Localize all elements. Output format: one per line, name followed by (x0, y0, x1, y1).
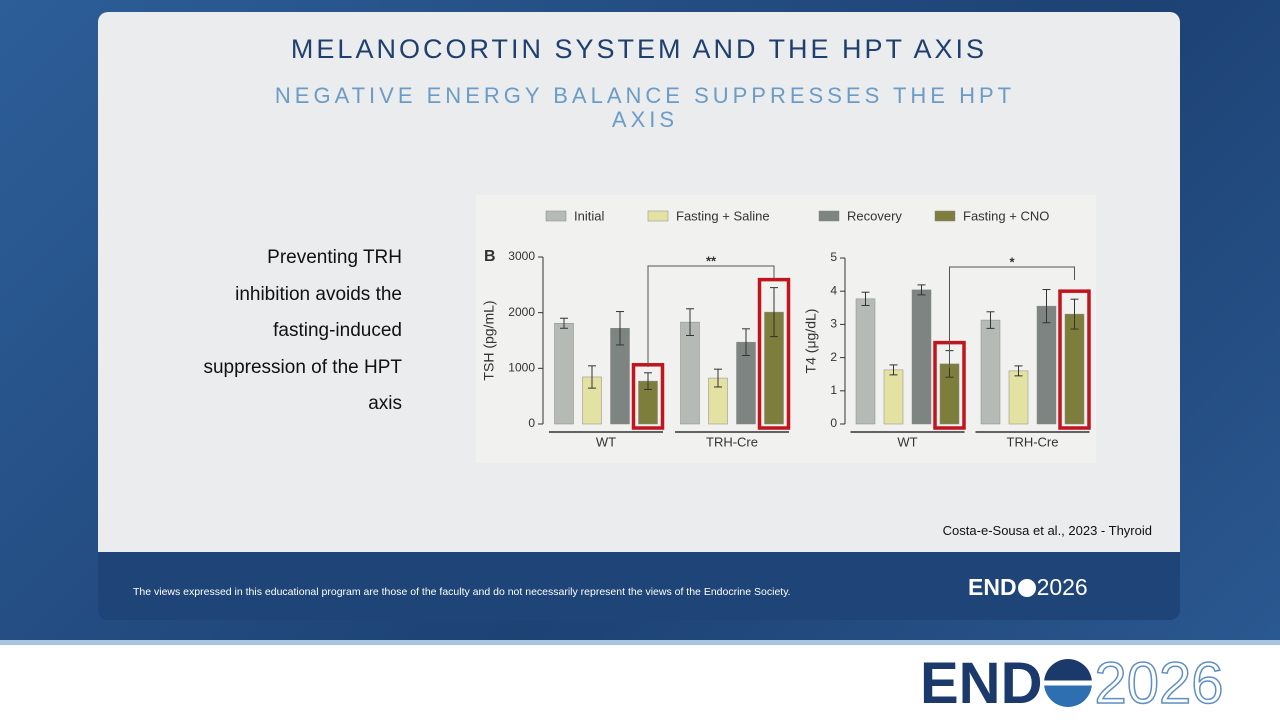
logo-globe (1017, 579, 1036, 597)
legend-swatch (545, 210, 567, 222)
y-tick-label: 1 (830, 383, 837, 397)
group-label: TRH-Cre (1007, 434, 1059, 449)
y-axis-label: T4 (μg/dL) (803, 309, 819, 374)
y-tick-label: 1000 (508, 361, 535, 375)
y-tick-label: 5 (830, 250, 837, 264)
significance-bracket (647, 265, 775, 367)
group-label: WT (596, 434, 616, 449)
legend-label: Fasting + CNO (963, 208, 1049, 223)
bar (680, 321, 700, 425)
y-tick-label: 0 (830, 416, 837, 430)
logo-text: END (920, 651, 1043, 716)
y-tick-label: 3000 (508, 249, 535, 263)
footer-logo: END 2026 (968, 574, 1088, 601)
slide-subtitle: NEGATIVE ENERGY BALANCE SUPPRESSES THE H… (274, 83, 1016, 132)
footer-band (98, 552, 1180, 620)
citation: Costa-e-Sousa et al., 2023 - Thyroid (942, 523, 1152, 538)
y-tick-label: 3 (830, 317, 837, 331)
bar (855, 298, 876, 425)
y-tick-label: 2 (830, 350, 837, 364)
legend-swatch (818, 210, 840, 222)
panel-label: B (484, 248, 496, 265)
logo-globe (1044, 659, 1093, 707)
y-tick-label: 0 (528, 416, 535, 430)
body-line: Preventing TRH (267, 247, 402, 268)
bar (1064, 313, 1085, 425)
logo-text: 2026 (1036, 574, 1088, 600)
significance-mark: * (1009, 254, 1015, 269)
significance-mark: ** (706, 253, 717, 268)
logo-text: 2026 (1094, 651, 1225, 717)
legend-swatch (647, 210, 669, 222)
group-label: WT (897, 434, 917, 449)
bar (883, 369, 904, 425)
y-axis-label: TSH (pg/mL) (481, 300, 497, 380)
corner-logo: END 2026 (920, 651, 1225, 717)
logo-text: END (968, 574, 1017, 600)
highlight-box (757, 277, 791, 430)
legend-label: Recovery (847, 208, 902, 223)
disclaimer: The views expressed in this educational … (133, 586, 791, 598)
body-text: Preventing TRH inhibition avoids the fas… (160, 240, 402, 423)
body-line: fasting-induced (273, 320, 402, 341)
slide-title: MELANOCORTIN SYSTEM AND THE HPT AXIS (290, 34, 988, 64)
body-line: suppression of the HPT (203, 356, 402, 378)
legend-label: Initial (574, 208, 604, 223)
bar (1036, 305, 1057, 425)
legend-swatch (934, 210, 956, 222)
bar (1008, 370, 1029, 425)
highlight-box (1058, 289, 1091, 430)
y-tick-label: 2000 (508, 305, 535, 319)
group-label: TRH-Cre (706, 434, 758, 449)
bar (980, 319, 1001, 425)
body-line: axis (368, 393, 402, 414)
bar (554, 322, 574, 425)
legend-label: Fasting + Saline (676, 208, 770, 223)
significance-bracket (949, 266, 1075, 368)
body-line: inhibition avoids the (235, 283, 402, 305)
y-tick-label: 4 (830, 283, 837, 297)
bar (911, 289, 932, 425)
